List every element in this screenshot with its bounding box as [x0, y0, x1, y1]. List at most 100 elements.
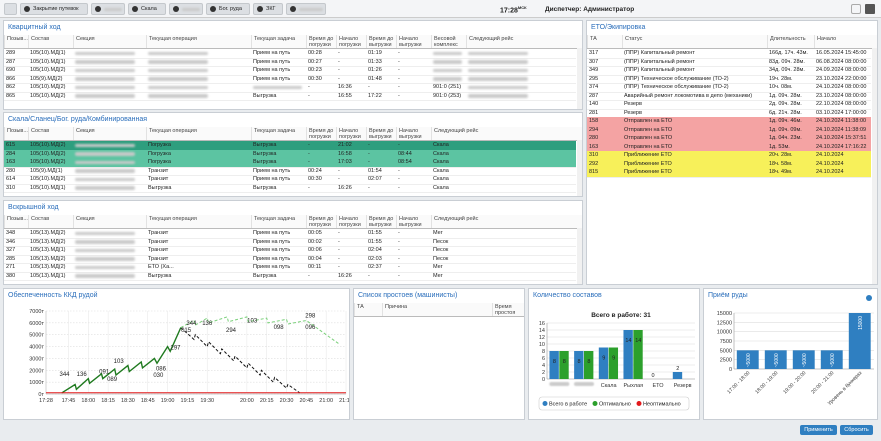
table-row[interactable]: 815 Приближение ЕТО 18ч. 49м. 24.10.2024	[587, 168, 871, 178]
time: 17:28	[500, 7, 518, 15]
table-cell: Выгрузка	[253, 150, 277, 157]
table-cell: 02:07	[368, 176, 382, 182]
table-cell: 105(13).МД(2)	[30, 238, 66, 245]
table-cell: 00:28	[308, 50, 322, 56]
table-cell: 02:37	[368, 264, 382, 270]
chart: 0т 1000т 2000т 3000т 4000т 5000т 6000т 7000т 17:…	[29, 309, 349, 404]
table-cell: 00:04	[308, 255, 322, 262]
toolbar-button[interactable]: ЗКГ	[253, 3, 283, 15]
table-cell: 1д. 53м.	[769, 143, 790, 150]
blurred-cell	[433, 51, 462, 55]
time-zone: МСК	[517, 5, 527, 10]
blurred-cell	[75, 77, 135, 81]
annotation: 344	[59, 372, 70, 378]
y-tick-label: 16	[539, 321, 545, 327]
reset-button[interactable]: Сбросить	[840, 425, 873, 435]
scrollbar	[577, 140, 582, 196]
table-row[interactable]: 348 105(13).МД(2) Транзит Прием на путь 00:0…	[4, 229, 576, 239]
table-row[interactable]: 289 105(10).МД(1) Прием на путь 00:28 - 01:19…	[4, 49, 576, 59]
toolbar-button[interactable]: Бог. руда	[206, 3, 250, 15]
table-cell: Погрузка	[148, 150, 171, 157]
table-cell: Отправлен на ЕТО	[624, 135, 673, 141]
table-row[interactable]: 285 105(13).МД(2) Транзит Прием на путь 00:0…	[4, 255, 576, 264]
column-header: Время до выгрузки	[366, 215, 396, 228]
table-cell: Отправлен на ЕТО	[624, 118, 673, 124]
menu-button[interactable]	[865, 4, 875, 14]
blurred-cell	[468, 85, 528, 89]
table-row[interactable]: 327 105(13).МД(1) Транзит Прием на путь 00:0…	[4, 246, 576, 256]
table-row[interactable]: 380 105(13).МД(1) Выгрузка Выгрузка - 16:26 - -…	[4, 272, 576, 281]
table-cell: 24.10.2024	[816, 152, 844, 158]
y-tick-label: 12500	[717, 320, 732, 326]
column-header: Текущая операция	[146, 215, 251, 228]
table-cell: Резерв	[624, 109, 642, 116]
table-cell: Прием на путь	[253, 75, 291, 82]
table-row[interactable]: 374 (ППР) Техническое обслуживание (ТО-2)…	[587, 83, 871, 93]
table-row[interactable]: 163 105(10).МД(2) Погрузка Выгрузка - 17:03 - 0…	[4, 158, 576, 168]
column-header: ТА	[587, 35, 622, 48]
table-cell: -	[338, 230, 340, 236]
table-row[interactable]: 280 105(9).МД(1) Транзит Прием на путь 00:24…	[4, 167, 576, 176]
table-row[interactable]: 349 (ППР) Капитальный ремонт 34д. 09ч. 28м…	[587, 66, 871, 76]
column-header: Следующий рейс	[431, 127, 582, 140]
bar	[672, 372, 683, 379]
table-row[interactable]: 866 105(9).МД(2) Прием на путь 00:30 - 01:48 -	[4, 75, 576, 84]
table-cell: Погрузка	[148, 142, 171, 148]
table-row[interactable]: 865 105(10).МД(2) Выгрузка - 16:55 17:22 - 901:…	[4, 92, 576, 101]
settings-icon	[866, 295, 872, 301]
table-cell: -	[398, 255, 400, 262]
table-cell: 105(10).МД(1)	[30, 50, 66, 56]
column-header: Текущая операция	[146, 127, 251, 140]
x-tick-label: 18:45	[141, 398, 155, 404]
toolbar-button[interactable]	[286, 3, 326, 15]
table-cell: 16.05.2024 15:45:00	[816, 50, 867, 56]
table-cell: 10ч. 08м.	[769, 84, 793, 90]
blurred-cell	[468, 60, 528, 64]
table-row[interactable]: 862 105(10).МД(2) - 16:36 - - 901:0 (251)	[4, 83, 576, 93]
toolbar-button[interactable]: Закрытие путевок	[20, 3, 88, 15]
table-cell: Выгрузка	[148, 184, 172, 191]
table-row[interactable]: 614 105(10).МД(2) Транзит Прием на путь 00:3…	[4, 175, 576, 185]
table-cell: -	[338, 238, 340, 245]
x-tick-label: 19:15	[181, 398, 195, 404]
refresh-button[interactable]	[851, 4, 861, 14]
apply-button[interactable]: Применить	[800, 425, 837, 435]
column-header: Текущая задача	[251, 127, 306, 140]
x-tick-label: 21:15	[339, 398, 349, 404]
table-row[interactable]: 271 105(13).МД(2) ЕТО (Ха... Прием на путь 0…	[4, 263, 576, 273]
table-row[interactable]: 295 (ППР) Техническое обслуживание (ТО-2)…	[587, 75, 871, 84]
table-row[interactable]: 140 Резерв 2д. 09ч. 28м. 22.10.2024 08:00:0…	[587, 100, 871, 110]
table-row[interactable]: 690 105(10).МД(2) Прием на путь 00:23 - 01:26…	[4, 66, 576, 76]
annotation: 015	[181, 328, 192, 334]
x-tick-label: Рыхлая	[624, 383, 644, 389]
toolbar-button[interactable]	[91, 3, 125, 15]
table-cell: 00:05	[308, 230, 322, 236]
table-cell: 23.10.2024 22:00:00	[816, 75, 867, 82]
data-label: 8	[587, 359, 590, 365]
table-row[interactable]: 346 105(13).МД(2) Транзит Прием на путь 00:0…	[4, 238, 576, 247]
table-cell: 348	[6, 230, 16, 236]
blurred-cell	[433, 68, 462, 72]
table-cell: 105(10).МД(2)	[30, 84, 66, 90]
blurred-cell	[75, 177, 135, 181]
table-cell: 815	[589, 169, 599, 175]
y-tick-label: 10	[539, 342, 545, 348]
table-cell: 292	[589, 160, 599, 167]
panel-title: Вскрышной ход	[8, 204, 59, 211]
toolbar-button[interactable]: Скала	[128, 3, 166, 15]
table-cell: Скала	[433, 184, 449, 191]
table-row[interactable]: 317 (ППР) Капитальный ремонт 166д. 17ч. 43…	[587, 49, 871, 59]
scrollbar	[872, 48, 877, 284]
y-tick-label: 14	[539, 328, 545, 334]
toolbar-button[interactable]	[169, 3, 203, 15]
table-cell: -	[308, 142, 310, 148]
table-row[interactable]: 307 (ППР) Капитальный ремонт 83д. 09ч. 28м…	[587, 58, 871, 67]
table-cell: 901:0 (253)	[433, 92, 462, 99]
table-cell: 105(13).МД(1)	[30, 272, 66, 279]
table-cell: (ППР) Капитальный ремонт	[624, 58, 695, 65]
table-row[interactable]: 310 105(10).МД(1) Выгрузка Выгрузка - 16:26 - -…	[4, 184, 576, 193]
back-button[interactable]	[4, 3, 17, 15]
table-cell: 158	[589, 118, 599, 124]
table-row[interactable]: 287 105(10).МД(1) Прием на путь 00:27 - 01:33…	[4, 58, 576, 67]
table-row[interactable]: 287 Аварийный ремонт локомотива в депо (м…	[587, 92, 871, 101]
